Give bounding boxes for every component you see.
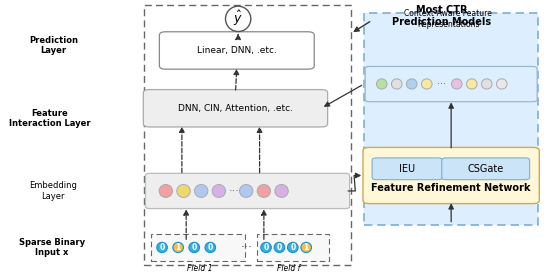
FancyBboxPatch shape xyxy=(144,90,328,127)
Text: $\hat{y}$: $\hat{y}$ xyxy=(233,9,243,28)
Ellipse shape xyxy=(376,79,387,89)
Ellipse shape xyxy=(159,185,173,197)
Ellipse shape xyxy=(274,242,285,253)
Text: 0: 0 xyxy=(208,243,213,252)
Ellipse shape xyxy=(452,79,462,89)
Text: CSGate: CSGate xyxy=(468,164,504,174)
FancyBboxPatch shape xyxy=(364,14,538,225)
FancyBboxPatch shape xyxy=(442,158,530,180)
Text: Feature
Interaction Layer: Feature Interaction Layer xyxy=(9,109,91,128)
Text: IEU: IEU xyxy=(399,164,415,174)
Text: 0: 0 xyxy=(277,243,282,252)
FancyBboxPatch shape xyxy=(372,158,442,180)
Text: Feature Refinement Network: Feature Refinement Network xyxy=(371,183,531,193)
Ellipse shape xyxy=(496,79,507,89)
Ellipse shape xyxy=(177,185,190,197)
Ellipse shape xyxy=(157,242,167,253)
Text: Most CTR
Prediction Models: Most CTR Prediction Models xyxy=(392,6,491,27)
Text: 1: 1 xyxy=(304,243,309,252)
FancyBboxPatch shape xyxy=(257,234,329,261)
Text: Embedding
Layer: Embedding Layer xyxy=(29,181,77,201)
Text: 0: 0 xyxy=(290,243,295,252)
Text: ···: ··· xyxy=(437,79,446,89)
Text: ···: ··· xyxy=(240,241,252,254)
Ellipse shape xyxy=(257,185,270,197)
Ellipse shape xyxy=(301,242,311,253)
Text: 1: 1 xyxy=(176,243,181,252)
Ellipse shape xyxy=(212,185,226,197)
Ellipse shape xyxy=(481,79,492,89)
Ellipse shape xyxy=(205,242,216,253)
FancyBboxPatch shape xyxy=(160,32,314,69)
Ellipse shape xyxy=(422,79,432,89)
Ellipse shape xyxy=(194,185,208,197)
Ellipse shape xyxy=(288,242,298,253)
Ellipse shape xyxy=(240,185,253,197)
Ellipse shape xyxy=(173,242,183,253)
FancyBboxPatch shape xyxy=(151,234,245,261)
Text: Context-Aware Feature
Representations: Context-Aware Feature Representations xyxy=(404,9,492,29)
Text: 0: 0 xyxy=(160,243,164,252)
Text: Linear, DNN, .etc.: Linear, DNN, .etc. xyxy=(197,46,277,55)
FancyBboxPatch shape xyxy=(363,147,539,204)
Text: 0: 0 xyxy=(192,243,197,252)
Text: Prediction
Layer: Prediction Layer xyxy=(29,36,78,55)
Ellipse shape xyxy=(406,79,417,89)
FancyBboxPatch shape xyxy=(365,67,537,102)
Ellipse shape xyxy=(189,242,199,253)
Text: ···: ··· xyxy=(229,186,240,196)
Text: Sparse Binary
Input x: Sparse Binary Input x xyxy=(19,238,85,257)
Ellipse shape xyxy=(391,79,402,89)
Ellipse shape xyxy=(466,79,477,89)
FancyBboxPatch shape xyxy=(146,173,349,209)
Text: Field 1: Field 1 xyxy=(187,264,213,273)
Text: Field f: Field f xyxy=(278,264,301,273)
Ellipse shape xyxy=(261,242,272,253)
Text: DNN, CIN, Attention, .etc.: DNN, CIN, Attention, .etc. xyxy=(178,104,293,113)
Text: 0: 0 xyxy=(263,243,269,252)
Ellipse shape xyxy=(275,185,288,197)
